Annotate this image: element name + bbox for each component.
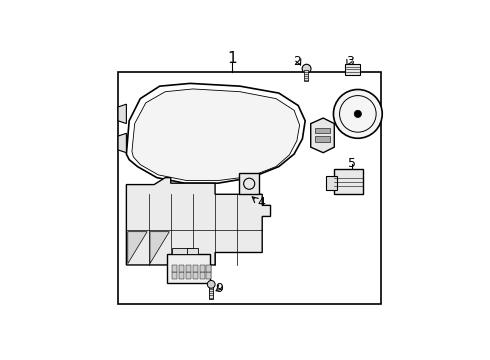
Text: 8: 8 xyxy=(176,249,184,262)
Circle shape xyxy=(354,110,362,117)
Bar xyxy=(206,265,211,272)
Text: 7: 7 xyxy=(350,94,358,107)
Bar xyxy=(172,273,177,279)
Polygon shape xyxy=(132,89,300,180)
Polygon shape xyxy=(150,232,170,264)
Bar xyxy=(200,265,205,272)
Text: 9: 9 xyxy=(215,282,223,295)
Bar xyxy=(326,176,337,190)
Bar xyxy=(172,248,192,254)
Bar xyxy=(167,254,210,283)
Bar xyxy=(315,128,330,133)
Polygon shape xyxy=(311,118,334,153)
Text: 2: 2 xyxy=(293,55,301,68)
Circle shape xyxy=(334,90,382,138)
Bar xyxy=(172,265,177,272)
Bar xyxy=(315,136,330,141)
Text: 5: 5 xyxy=(348,157,356,170)
Circle shape xyxy=(207,280,215,288)
Bar xyxy=(187,248,198,254)
Polygon shape xyxy=(118,133,126,153)
Circle shape xyxy=(302,64,311,73)
Polygon shape xyxy=(118,104,126,123)
Text: 1: 1 xyxy=(227,51,237,66)
Bar xyxy=(304,70,308,81)
Bar xyxy=(193,265,198,272)
Bar xyxy=(186,265,191,272)
Bar xyxy=(239,174,259,194)
Bar xyxy=(179,273,184,279)
Text: 4: 4 xyxy=(257,196,265,209)
Bar xyxy=(193,273,198,279)
Bar xyxy=(118,72,381,304)
Text: 6: 6 xyxy=(312,124,320,137)
Bar xyxy=(186,273,191,279)
Polygon shape xyxy=(128,232,147,264)
Text: 3: 3 xyxy=(345,55,353,68)
Bar xyxy=(209,285,214,299)
Polygon shape xyxy=(126,177,270,265)
Bar xyxy=(206,273,211,279)
Bar xyxy=(179,265,184,272)
Bar xyxy=(334,169,364,194)
Bar xyxy=(345,64,360,75)
Bar xyxy=(200,273,205,279)
